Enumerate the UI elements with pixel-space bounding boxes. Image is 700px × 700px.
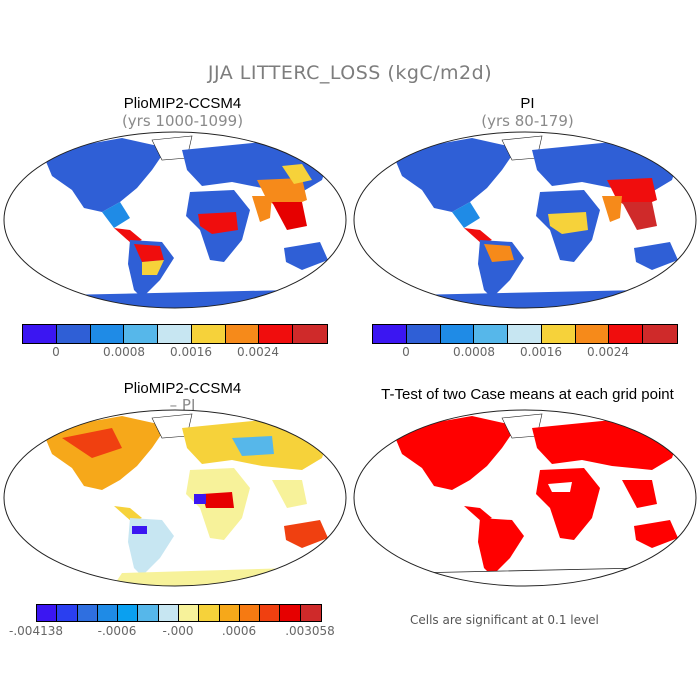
panel-subtitle-years: (yrs 80-179) [481,112,574,130]
colorbar-swatch [23,325,57,343]
tick-label: 0.0024 [587,345,629,359]
panel-subtitle-minus-pi: – PI [169,396,196,414]
tick-label: 0.0024 [237,345,279,359]
colorbar-swatch [541,325,576,343]
colorbar-swatch [280,605,301,621]
colorbar-swatch [37,605,58,621]
colorbar-swatch [239,605,261,621]
panel-subtitle-years: (yrs 1000-1099) [121,112,244,130]
tick-label: 0.0008 [103,345,145,359]
map-difference [3,409,347,587]
colorbar-swatch [474,325,509,343]
colorbar-top-right-ticks: 0 0.0008 0.0016 0.0024 [350,345,700,361]
colorbar-swatch [300,605,321,621]
colorbar-swatch [643,325,677,343]
map-pi [353,131,697,309]
colorbar-difference [36,604,322,622]
significance-note: Cells are significant at 0.1 level [410,613,599,627]
map-pliomip2 [3,131,347,309]
tick-label: 0.0016 [520,345,562,359]
colorbar-swatch [178,605,200,621]
colorbar-swatch [199,605,220,621]
colorbar-swatch [158,325,192,343]
colorbar-swatch [158,605,179,621]
tick-label: 0.0008 [453,345,495,359]
colorbar-swatch [191,325,226,343]
colorbar-swatch [90,325,125,343]
colorbar-top-left-ticks: 0 0.0008 0.0016 0.0024 [0,345,350,361]
colorbar-swatch [138,605,159,621]
map-ttest [353,409,697,587]
main-title: JJA LITTERC_LOSS (kgC/m2d) [207,62,493,84]
panel-title-pi: PI [520,95,535,112]
colorbar-top-right [372,324,678,344]
colorbar-swatch [57,605,78,621]
colorbar-swatch [293,325,327,343]
colorbar-swatch [373,325,407,343]
colorbar-swatch [225,325,260,343]
colorbar-swatch [260,605,281,621]
colorbar-swatch [440,325,475,343]
colorbar-swatch [124,325,159,343]
colorbar-swatch [219,605,240,621]
colorbar-difference-ticks: -.004138 -.0006 -.000 .0006 .003058 [0,624,350,640]
tick-label: 0.0016 [170,345,212,359]
panel-title-ttest: T-Test of two Case means at each grid po… [381,386,674,403]
colorbar-swatch [259,325,294,343]
tick-label: -.000 [162,624,194,638]
colorbar-swatch [118,605,139,621]
colorbar-swatch [56,325,91,343]
colorbar-swatch [77,605,98,621]
panel-title-pliomip2: PlioMIP2-CCSM4 [123,95,242,112]
tick-label: -.004138 [9,624,63,638]
tick-label: .003058 [285,624,335,638]
tick-label: 0 [52,345,60,359]
colorbar-swatch [609,325,644,343]
panel-title-difference: PlioMIP2-CCSM4 [123,380,242,397]
colorbar-swatch [97,605,119,621]
tick-label: 0 [402,345,410,359]
tick-label: .0006 [221,624,257,638]
colorbar-swatch [406,325,441,343]
colorbar-swatch [575,325,610,343]
colorbar-top-left [22,324,328,344]
colorbar-swatch [508,325,542,343]
tick-label: -.0006 [97,624,137,638]
